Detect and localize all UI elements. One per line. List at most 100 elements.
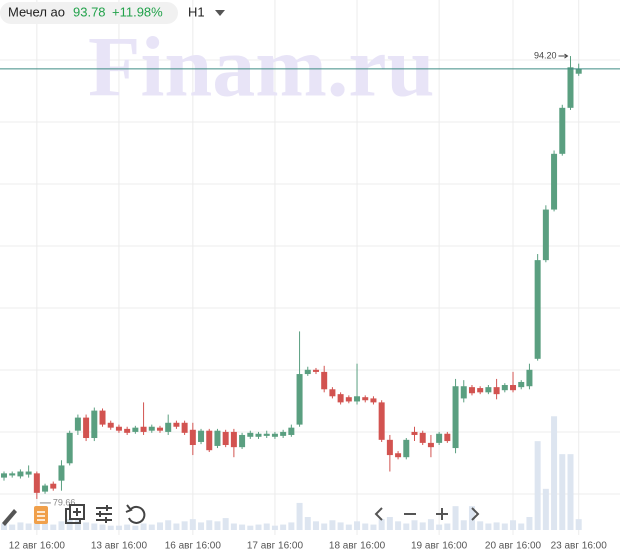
candle-body <box>50 483 57 489</box>
x-tick-label: 13 авг 16:00 <box>91 541 148 552</box>
volume-bar <box>280 524 287 530</box>
volume-bar <box>312 521 319 530</box>
candle-body <box>354 396 361 402</box>
zoom-in[interactable] <box>436 508 448 520</box>
volume-bar <box>468 506 475 530</box>
volume-bar <box>411 520 418 530</box>
candle-body <box>567 67 574 108</box>
notes-icon[interactable] <box>34 506 48 524</box>
x-tick-label: 19 авг 16:00 <box>411 541 468 552</box>
candle-body <box>148 426 155 431</box>
last-price: 93.78 <box>73 4 106 19</box>
settings-knobs <box>99 505 108 523</box>
x-tick-label: 20 авг 16:00 <box>485 541 542 552</box>
interval[interactable]: H1 <box>188 4 205 19</box>
volume-bar <box>419 522 426 530</box>
volume-bar <box>107 525 114 530</box>
volume-bar <box>115 525 122 530</box>
volume-bar <box>452 506 459 530</box>
volume-bar <box>337 522 344 530</box>
candle-body <box>181 422 188 433</box>
volume-bar <box>395 521 402 530</box>
candle-body <box>460 386 467 399</box>
settings-icon[interactable] <box>96 507 112 521</box>
volume-bar <box>501 523 508 530</box>
candle-body <box>444 433 451 442</box>
candle-body <box>296 374 303 425</box>
volume-bar <box>288 522 295 530</box>
change: +11.98% <box>112 4 163 19</box>
candle-body <box>132 427 139 432</box>
candle-body <box>468 387 475 394</box>
volume-bar <box>263 523 270 530</box>
candle-body <box>436 433 443 443</box>
volume-bar <box>91 523 98 530</box>
volume-bar <box>526 517 533 530</box>
volume-bar <box>50 524 57 530</box>
candle-body <box>510 385 517 391</box>
volume-layer <box>1 416 582 530</box>
high-arrow <box>558 53 569 59</box>
volume-bar <box>485 523 492 530</box>
volume-bar <box>148 524 155 530</box>
volume-bar <box>156 522 163 530</box>
volume-bar <box>551 416 558 530</box>
add-plus <box>73 508 81 516</box>
volume-bar <box>222 518 229 530</box>
candle-body <box>575 68 582 74</box>
candle-body <box>173 422 180 427</box>
candle-body <box>477 388 484 393</box>
low-label: 79.66 <box>53 497 76 507</box>
candle-body <box>345 397 352 402</box>
candle-body <box>74 417 81 431</box>
x-tick-label: 17 авг 16:00 <box>247 541 304 552</box>
volume-bar <box>460 520 467 530</box>
scroll-right[interactable] <box>471 507 480 521</box>
candle-body <box>378 402 385 440</box>
scroll-left[interactable] <box>374 507 383 521</box>
x-tick-label: 12 авг 16:00 <box>9 541 66 552</box>
volume-bar <box>378 519 385 530</box>
volume-bar <box>477 521 484 530</box>
volume-bar <box>493 522 500 530</box>
volume-bar <box>304 517 311 530</box>
volume-bar <box>189 519 196 530</box>
candle-body <box>403 439 410 458</box>
volume-bar <box>165 520 172 530</box>
volume-bar <box>239 524 246 530</box>
volume-bar <box>444 523 451 530</box>
candle-body <box>263 433 270 436</box>
volume-bar <box>345 524 352 530</box>
interval-dropdown[interactable] <box>215 10 225 16</box>
volume-bar <box>58 521 65 530</box>
volume-bar <box>362 523 369 530</box>
candle-body <box>99 410 106 425</box>
volume-bar <box>510 520 517 530</box>
volume-bar <box>181 521 188 530</box>
pencil-icon[interactable] <box>2 509 17 526</box>
volume-bar <box>321 523 328 530</box>
volume-bar <box>559 454 566 530</box>
volume-bar <box>230 523 237 530</box>
candle-body <box>107 422 114 428</box>
volume-bar <box>296 502 303 530</box>
volume-bar <box>173 523 180 530</box>
x-axis: 12 авг 16:00 13 авг 16:00 16 авг 16:00 17 а… <box>9 541 608 552</box>
candle-body <box>115 426 122 431</box>
undo-icon[interactable] <box>128 505 146 524</box>
candle-body <box>304 369 311 375</box>
candle-body <box>386 439 393 456</box>
candle-body <box>526 369 533 387</box>
volume-bar <box>42 523 49 530</box>
candle-body <box>239 434 246 448</box>
candle-body <box>198 430 205 442</box>
candle-body <box>1 473 7 478</box>
x-tick-label: 18 авг 16:00 <box>329 541 386 552</box>
volume-bar <box>132 525 139 530</box>
annotation-layer: 94.20 79.66 <box>0 50 620 507</box>
volume-bar <box>66 519 73 530</box>
volume-bar <box>354 521 361 530</box>
candle-body <box>312 369 319 372</box>
